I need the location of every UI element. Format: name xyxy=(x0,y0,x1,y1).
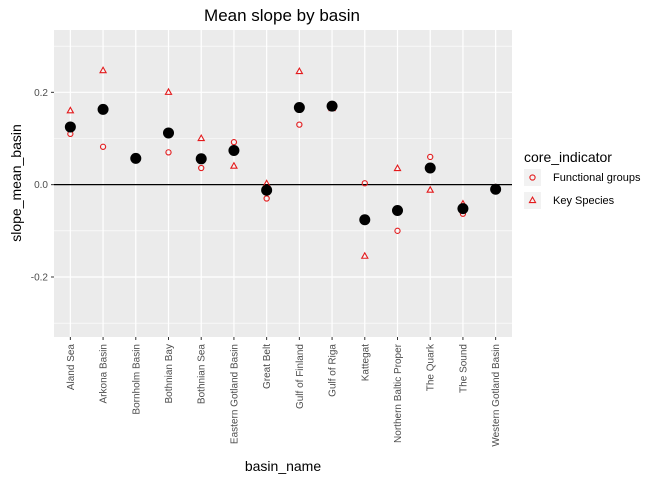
legend-label: Functional groups xyxy=(553,172,641,184)
functional-groups-point xyxy=(165,149,172,156)
functional-groups-point xyxy=(394,227,401,234)
basin-mean-point xyxy=(490,183,502,195)
axes: -0.2 0.0 0.2 Aland Sea Arkona Basin Bornholm … xyxy=(31,88,512,447)
x-tick-label: Great Belt xyxy=(262,344,273,389)
functional-groups-point xyxy=(230,139,238,146)
functional-groups-point xyxy=(99,143,107,150)
basin-mean-point xyxy=(424,162,436,174)
basin-mean-point xyxy=(64,121,76,133)
legend-items: Functional groups Key Species xyxy=(524,169,641,209)
legend: core_indicator Functional groups Key Spec… xyxy=(524,149,641,209)
y-tick-label: -0.2 xyxy=(31,272,49,283)
functional-groups-point xyxy=(427,153,434,161)
x-tick-label: Bothnian Sea xyxy=(197,344,208,404)
legend-triangle-marker xyxy=(528,195,537,204)
y-axis-title: slope_mean_basin xyxy=(8,124,24,242)
basin-mean-point xyxy=(359,214,371,226)
key-species-point xyxy=(426,185,435,193)
key-species-point xyxy=(99,66,108,74)
x-tick-label: Gulf of Riga xyxy=(328,344,339,397)
basin-mean-point xyxy=(326,100,338,112)
basin-mean-point xyxy=(130,152,142,164)
x-tick-label: Bothnian Bay xyxy=(164,344,175,404)
basin-mean-point xyxy=(457,203,469,215)
x-tick-label: Kattegat xyxy=(360,344,371,381)
x-tick-label: The Quark xyxy=(426,343,437,391)
functional-groups-point xyxy=(296,121,303,128)
key-species-point xyxy=(164,87,173,95)
legend-circle-marker xyxy=(529,174,536,181)
functional-groups-point xyxy=(198,164,205,172)
key-species-point xyxy=(66,106,75,114)
legend-label: Key Species xyxy=(553,195,615,207)
key-species-point xyxy=(197,133,206,142)
plot-panel xyxy=(54,30,512,337)
basin-mean-point xyxy=(97,103,109,115)
legend-key-background xyxy=(524,169,541,186)
data-points xyxy=(64,66,502,259)
x-tick-label: Eastern Gotland Basin xyxy=(229,344,240,444)
y-tick-label: 0.2 xyxy=(34,88,48,99)
legend-key-background xyxy=(524,192,541,209)
chart-title: Mean slope by basin xyxy=(204,6,360,25)
basin-mean-point xyxy=(195,153,207,165)
x-tick-label: Aland Sea xyxy=(66,344,77,391)
key-species-point xyxy=(360,251,369,259)
basin-mean-point xyxy=(261,184,273,196)
x-tick-label: Arkona Basin xyxy=(99,344,110,403)
functional-groups-point xyxy=(263,195,270,202)
basin-mean-point xyxy=(228,144,240,156)
basin-mean-point xyxy=(293,102,305,114)
key-species-point xyxy=(229,161,238,169)
x-tick-label: Western Gotland Basin xyxy=(491,344,502,447)
key-species-point xyxy=(295,67,304,75)
basin-mean-point xyxy=(163,127,174,139)
basin-mean-point xyxy=(392,205,403,217)
functional-groups-point xyxy=(361,180,368,187)
x-tick-label: The Sound xyxy=(458,344,469,393)
y-tick-label: 0.0 xyxy=(34,180,48,191)
x-tick-label: Bornholm Basin xyxy=(131,344,142,415)
x-tick-label: Northern Baltic Proper xyxy=(393,343,404,443)
legend-title: core_indicator xyxy=(524,149,612,165)
grid-lines xyxy=(54,30,512,337)
x-tick-label: Gulf of Finland xyxy=(295,344,306,409)
key-species-point xyxy=(393,163,402,172)
x-axis-title: basin_name xyxy=(245,458,321,474)
